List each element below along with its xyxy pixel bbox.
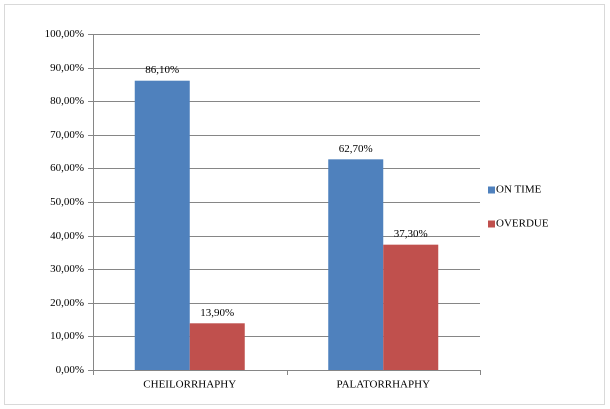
- legend-label: ON TIME: [496, 184, 542, 196]
- y-tick-label: 10,00%: [50, 330, 84, 342]
- data-label: 62,70%: [339, 143, 373, 155]
- y-tick-label: 20,00%: [50, 297, 84, 309]
- bar: [328, 159, 384, 370]
- data-label: 13,90%: [200, 307, 234, 319]
- bar: [189, 323, 245, 370]
- chart-border: [4, 4, 605, 405]
- data-label: 86,10%: [145, 64, 179, 76]
- y-tick-label: 60,00%: [50, 162, 84, 174]
- y-tick-label: 0,00%: [56, 364, 84, 376]
- bar: [134, 80, 190, 370]
- x-tick-label: PALATORRHAPHY: [336, 379, 430, 391]
- y-tick-label: 30,00%: [50, 263, 84, 275]
- y-tick-label: 70,00%: [50, 129, 84, 141]
- y-tick-label: 50,00%: [50, 196, 84, 208]
- y-tick-label: 100,00%: [45, 28, 84, 40]
- data-label: 37,30%: [394, 228, 428, 240]
- y-tick-label: 40,00%: [50, 230, 84, 242]
- legend-label: OVERDUE: [496, 218, 549, 230]
- legend-swatch: [488, 220, 495, 228]
- x-tick-label: CHEILORRHAPHY: [143, 379, 236, 391]
- bar: [383, 244, 439, 370]
- y-tick-label: 80,00%: [50, 95, 84, 107]
- legend-swatch: [488, 186, 495, 194]
- y-tick-label: 90,00%: [50, 62, 84, 74]
